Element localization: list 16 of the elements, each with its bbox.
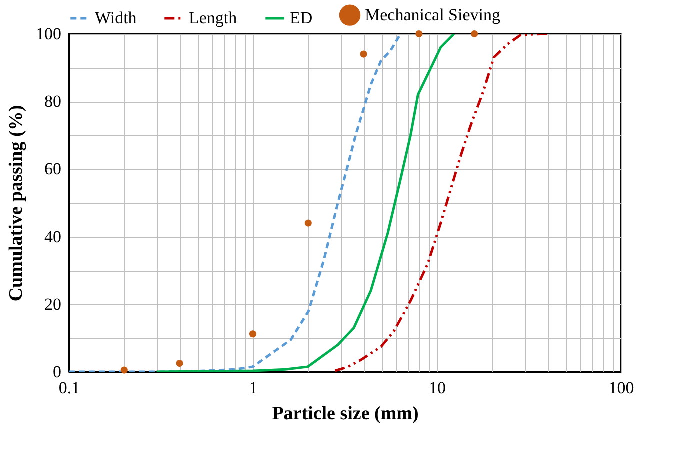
y-tick-label: 80 [44,92,62,112]
y-axis-title: Cumulative passing (%) [6,105,27,302]
y-tick-label: 40 [44,227,62,246]
x-axis-title: Particle size (mm) [272,404,419,424]
x-tick-label: 100 [608,378,634,398]
y-tick-label: 20 [44,294,62,314]
y-tick-label: 100 [36,24,62,44]
x-tick-label: 1 [249,378,258,398]
legend-label: Width [95,8,138,28]
y-tick-label: 60 [44,160,62,179]
legend-label: Mechanical Sieving [365,5,501,24]
legend-label: Length [189,8,238,28]
x-tick-label: 10 [429,378,446,398]
y-tick-label: 0 [53,362,62,382]
x-tick-label: 0.1 [58,378,80,398]
legend-label: ED [290,8,313,28]
